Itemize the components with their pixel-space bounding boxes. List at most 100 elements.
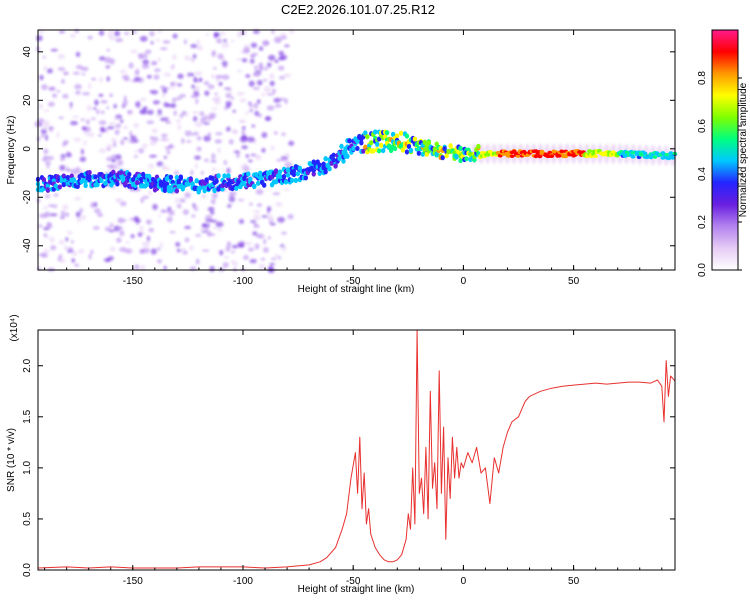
spectrogram-noise-cell bbox=[150, 41, 154, 45]
spectrogram-noise-cell bbox=[171, 102, 177, 109]
spectrogram-noise-cell bbox=[145, 219, 152, 225]
spectrogram-noise-cell bbox=[142, 195, 150, 199]
spectrogram-noise-cell bbox=[284, 44, 290, 48]
spectrogram-y-tick-label: 20 bbox=[22, 94, 33, 106]
spectrogram-noise-cell bbox=[170, 65, 175, 71]
spectrogram-noise-cell bbox=[268, 217, 275, 223]
spectrogram-noise-cell bbox=[207, 84, 215, 90]
spectrogram-noise-cell bbox=[60, 210, 66, 217]
spectrogram-noise-cell bbox=[210, 198, 216, 205]
spectrogram-ridge-cell bbox=[210, 175, 215, 181]
spectrogram-noise-cell bbox=[218, 228, 223, 232]
spectrogram-noise-cell bbox=[63, 244, 68, 251]
spectrogram-noise-cell bbox=[150, 248, 157, 255]
spectrogram-noise-cell bbox=[241, 58, 248, 63]
spectrogram-noise-cell bbox=[273, 37, 282, 44]
spectrogram-noise-cell bbox=[125, 241, 130, 244]
spectrogram-noise-cell bbox=[218, 81, 223, 87]
spectrogram-noise-cell bbox=[43, 206, 48, 210]
spectrogram-ridge-cell bbox=[464, 156, 469, 162]
spectrogram-noise-cell bbox=[43, 148, 49, 155]
spectrogram-ridge-cell bbox=[194, 178, 199, 184]
spectrogram-y-axis-label: Frequency (Hz) bbox=[6, 116, 17, 185]
snr-x-ticks: -150 -100 -50 0 50 bbox=[44, 330, 663, 587]
spectrogram-ridge-cell bbox=[448, 143, 453, 149]
spectrogram-noise-cell bbox=[184, 225, 191, 230]
spectrogram-noise-cell bbox=[202, 122, 210, 125]
spectrogram-noise-cell bbox=[49, 213, 58, 217]
spectrogram-noise-cell bbox=[266, 92, 275, 96]
spectrogram-noise-cell bbox=[113, 103, 117, 109]
spectrogram-noise-cell bbox=[37, 29, 45, 34]
spectrogram-ridge-cell bbox=[186, 181, 191, 187]
spectrogram-noise-cell bbox=[252, 214, 261, 221]
spectrogram-noise-cell bbox=[204, 214, 213, 222]
spectrogram-noise-cell bbox=[237, 198, 245, 202]
spectrogram-noise-cell bbox=[175, 96, 182, 101]
spectrogram-noise-cell bbox=[199, 111, 205, 117]
spectrogram-ridge-cell bbox=[587, 149, 592, 153]
spectrogram-noise-cell bbox=[254, 65, 258, 70]
spectrogram-noise-cell bbox=[82, 91, 91, 96]
spectrogram-ridge-cell bbox=[234, 185, 239, 191]
spectrogram-ridge-cell bbox=[424, 143, 430, 150]
spectrogram-noise-cell bbox=[250, 153, 256, 156]
spectrogram-noise-cell bbox=[107, 256, 114, 261]
spectrogram-noise-cell bbox=[74, 263, 80, 267]
spectrogram-noise-cell bbox=[214, 139, 223, 144]
spectrogram-noise-cell bbox=[91, 77, 96, 81]
spectrogram-noise-cell bbox=[107, 125, 115, 130]
spectrogram-noise-cell bbox=[87, 83, 92, 89]
spectrogram-noise-cell bbox=[239, 98, 247, 103]
spectrogram-noise-cell bbox=[80, 66, 89, 72]
spectrogram-noise-cell bbox=[195, 258, 200, 265]
colorbar: 0.0 0.2 0.4 0.6 0.8 Normalized spectral ampl… bbox=[697, 29, 749, 277]
spectrogram-noise-cell bbox=[106, 48, 110, 52]
spectrogram-noise-cell bbox=[271, 88, 276, 94]
spectrogram-noise-cell bbox=[228, 190, 237, 197]
spectrogram-noise-cell bbox=[163, 265, 167, 270]
spectrogram-noise-cell bbox=[269, 262, 275, 266]
spectrogram-noise-cell bbox=[67, 230, 73, 235]
spectrogram-noise-cell bbox=[170, 83, 175, 90]
spectrogram-noise-cell bbox=[124, 248, 133, 254]
spectrogram-noise-cell bbox=[96, 108, 100, 115]
spectrogram-noise-cell bbox=[94, 201, 98, 207]
spectrogram-noise-cell bbox=[194, 155, 201, 160]
snr-y-tick-label: 1.5 bbox=[22, 409, 33, 423]
spectrogram-noise-cell bbox=[278, 50, 285, 56]
spectrogram-ridge-cell bbox=[289, 177, 295, 184]
spectrogram-noise-cell bbox=[174, 197, 179, 204]
spectrogram-noise-cell bbox=[146, 74, 152, 79]
spectrogram-noise-cell bbox=[83, 140, 87, 146]
spectrogram-noise-cell bbox=[106, 164, 114, 168]
spectrogram-noise-cell bbox=[241, 129, 246, 136]
spectrogram-noise-cell bbox=[284, 98, 289, 105]
spectrogram-noise-cell bbox=[132, 135, 138, 140]
spectrogram-noise-cell bbox=[193, 115, 198, 122]
spectrogram-noise-cell bbox=[137, 232, 143, 237]
spectrogram-noise-cell bbox=[53, 193, 59, 197]
spectrogram-noise-cell bbox=[255, 154, 262, 161]
snr-y-ticks: 0.0 0.5 1.0 1.5 2.0 bbox=[22, 358, 675, 577]
spectrogram-noise-cell bbox=[70, 120, 78, 126]
spectrogram-ridge-cell bbox=[222, 173, 227, 179]
spectrogram-noise-cell bbox=[188, 245, 194, 251]
spectrogram-noise-cell bbox=[56, 89, 61, 93]
spectrogram-ridge-cell bbox=[406, 143, 412, 150]
snr-x-axis-label: Height of straight line (km) bbox=[298, 584, 415, 595]
spectrogram-noise-cell bbox=[183, 39, 187, 45]
spectrogram-noise-cell bbox=[176, 203, 182, 209]
spectrogram-noise-cell bbox=[274, 103, 282, 108]
snr-frame bbox=[37, 329, 676, 571]
spectrogram-noise-cell bbox=[184, 192, 191, 199]
spectrogram-x-tick-label: 0 bbox=[461, 276, 467, 287]
spectrogram-noise-cell bbox=[62, 204, 69, 211]
spectrogram-noise-cell bbox=[90, 117, 96, 121]
snr-series-line bbox=[37, 329, 676, 569]
spectrogram-ridge-cell bbox=[371, 148, 376, 154]
spectrogram-ridge-cell bbox=[281, 173, 287, 180]
spectrogram-noise-cell bbox=[79, 207, 84, 214]
spectrogram-noise-cell bbox=[254, 72, 261, 77]
spectrogram-noise-cell bbox=[266, 105, 275, 111]
